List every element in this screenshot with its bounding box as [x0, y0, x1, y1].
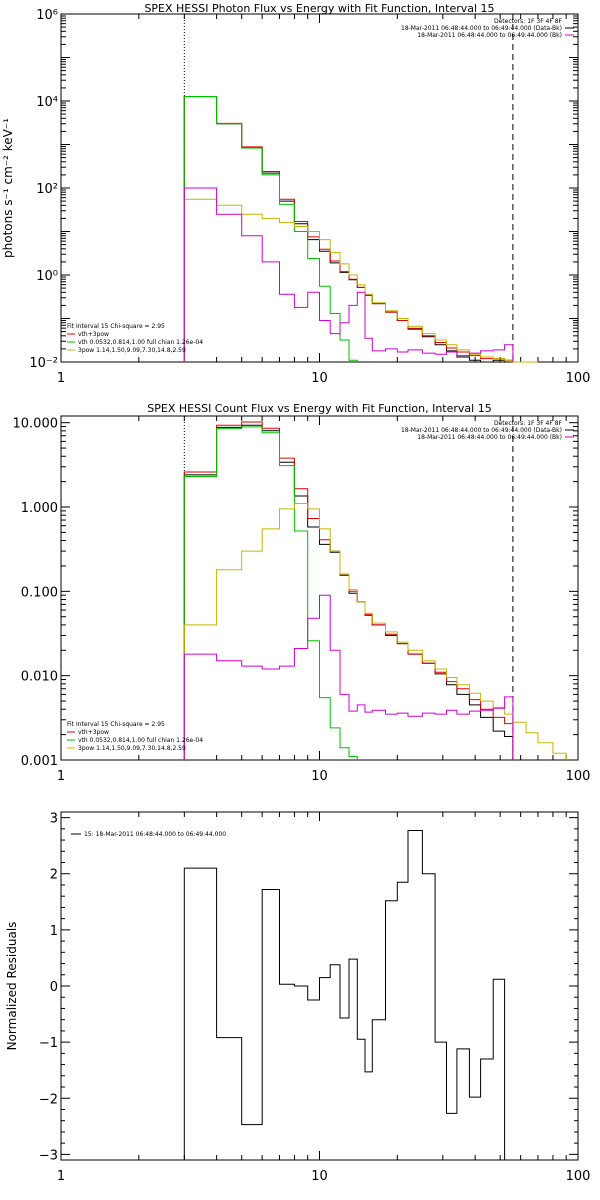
count-flux-header-line: Detectors: 1F 3F 4F 8F	[494, 420, 563, 427]
photon-flux-y-axis-label: photons s⁻¹ cm⁻² keV⁻¹	[1, 118, 15, 258]
residuals-y-axis-label: Normalized Residuals	[5, 922, 19, 1051]
count-flux-y-tick-label: 0.010	[21, 670, 58, 685]
residuals-x-tick-label: 1	[57, 1169, 65, 1184]
residuals-y-tick-label: 2	[50, 868, 58, 883]
photon-flux-y-tick-label: 10⁻²	[29, 356, 58, 371]
residuals-panel: Normalized Residuals 1 10 100 −3 −2 −1 0 1 2 3 15:…	[5, 811, 591, 1184]
residuals-x-tick-label: 100	[566, 1169, 591, 1184]
count-flux-header-line: 18-Mar-2011 06:48:44.000 to 06:49:44.000…	[401, 427, 562, 434]
count-flux-y-tick-label: 10.000	[13, 417, 59, 432]
count-flux-y-tick-label: 0.100	[21, 585, 58, 600]
count-flux-x-tick-label: 10	[311, 769, 328, 784]
photon-flux-y-tick-label: 10⁶	[36, 8, 58, 23]
residuals-y-tick-label: −2	[39, 1092, 58, 1107]
photon-flux-series-3	[183, 198, 538, 363]
photon-flux-fit-info: Fit Interval 15 Chi-square = 2.95	[67, 323, 165, 330]
photon-flux-y-tick-label: 10⁰	[36, 269, 58, 284]
residuals-y-tick-label: 3	[50, 812, 58, 827]
photon-flux-x-tick-label: 100	[566, 371, 591, 386]
count-flux-panel: SPEX HESSI Count Flux vs Energy with Fit…	[13, 402, 591, 784]
residuals-y-tick-label: 1	[50, 924, 58, 939]
photon-flux-series-4	[183, 187, 514, 362]
count-flux-header-line: 18-Mar-2011 06:48:44.000 to 06:49:44.000…	[417, 434, 562, 441]
photon-flux-fit-info: vth 0.0532,0.814,1.00 full chian 1.26e-0…	[78, 339, 203, 346]
count-flux-x-tick-label: 100	[566, 769, 591, 784]
residuals-series-0	[183, 830, 513, 1161]
residuals-legend-label: 15: 18-Mar-2011 06:48:44.000 to 06:49:44…	[84, 831, 226, 838]
photon-flux-fit-info: 3pow 1.14,1.50,9.09,7.30,14.8,2.59	[78, 347, 186, 354]
photon-flux-x-tick-label: 10	[311, 371, 328, 386]
count-flux-series-4	[183, 594, 514, 760]
photon-flux-fit-info: vth+3pow	[78, 331, 109, 338]
photon-flux-y-tick-label: 10²	[36, 182, 58, 197]
count-flux-y-tick-label: 0.001	[21, 754, 58, 769]
residuals-y-tick-label: −1	[39, 1036, 58, 1051]
count-flux-series-2	[183, 426, 358, 760]
photon-flux-series-2	[183, 96, 358, 362]
photon-flux-y-tick-label: 10⁴	[36, 95, 58, 110]
count-flux-fit-info: vth+3pow	[78, 729, 109, 736]
count-flux-fit-info: Fit Interval 15 Chi-square = 2.95	[67, 721, 165, 728]
count-flux-y-tick-label: 1.000	[21, 501, 58, 516]
photon-flux-header-line: 18-Mar-2011 06:48:44.000 to 06:49:44.000…	[401, 25, 562, 32]
count-flux-x-tick-label: 1	[57, 769, 65, 784]
residuals-y-tick-label: −3	[39, 1148, 58, 1163]
count-flux-fit-info: 3pow 1.14,1.50,9.09,7.30,14.8,2.59	[78, 745, 186, 752]
residuals-y-tick-label: 0	[50, 980, 58, 995]
photon-flux-title: SPEX HESSI Photon Flux vs Energy with Fi…	[144, 2, 494, 15]
count-flux-title: SPEX HESSI Count Flux vs Energy with Fit…	[147, 402, 491, 415]
count-flux-series-3	[183, 503, 567, 760]
photon-flux-header-line: 18-Mar-2011 06:48:44.000 to 06:49:44.000…	[417, 32, 562, 39]
count-flux-fit-info: vth 0.0532,0.814,1.00 full chian 1.26e-0…	[78, 737, 203, 744]
photon-flux-x-tick-label: 1	[57, 371, 65, 386]
residuals-x-tick-label: 10	[311, 1169, 328, 1184]
photon-flux-panel: SPEX HESSI Photon Flux vs Energy with Fi…	[1, 2, 590, 386]
photon-flux-header-line: Detectors: 1F 3F 4F 8F	[494, 18, 563, 25]
